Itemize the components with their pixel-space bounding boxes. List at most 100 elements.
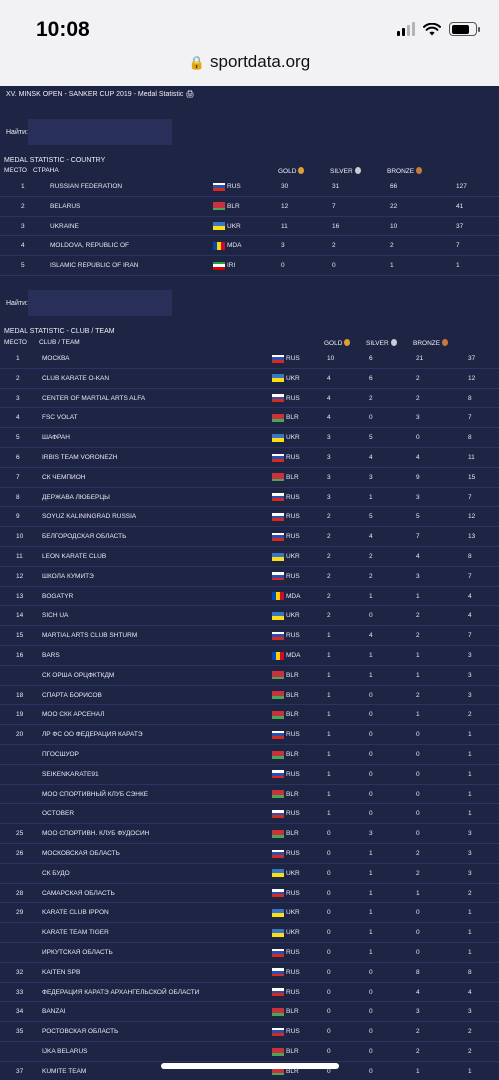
silver-count: 0 [369, 612, 373, 620]
table-row[interactable]: 5 ШАФРАН 3 5 0 8 UKR [0, 428, 499, 448]
table-row[interactable]: 5 ISLAMIC REPUBLIC OF IRAN 0 0 1 1 IRI [0, 256, 499, 276]
table-row[interactable]: 20 ЛР ФС ОО ФЕДЕРАЦИЯ КАРАТЭ 1 0 0 1 RUS [0, 725, 499, 745]
table-row[interactable]: 10 БЕЛГОРОДСКАЯ ОБЛАСТЬ 2 4 7 13 RUS [0, 527, 499, 547]
total-count: 3 [468, 691, 472, 699]
table-row[interactable]: 4 MOLDOVA, REPUBLIC OF 3 2 2 7 MDA [0, 236, 499, 257]
gold-count: 0 [281, 262, 285, 270]
table-row[interactable]: 25 МОО СПОРТИВН. КЛУБ ФУДОСИН 0 3 0 3 BLR [0, 824, 499, 844]
country-search-input[interactable] [28, 119, 172, 145]
blr-flag-icon [272, 1047, 284, 1056]
total-count: 1 [468, 770, 472, 778]
country-code: UKR [286, 869, 300, 877]
bronze-count: 7 [416, 533, 420, 541]
col-silver: SILVER [366, 339, 397, 347]
home-indicator[interactable] [161, 1063, 339, 1069]
table-row[interactable]: 15 MARTIAL ARTS CLUB SHTURM 1 4 2 7 RUS [0, 626, 499, 646]
table-row[interactable]: 4 FSC VOLAT 4 0 3 7 BLR [0, 408, 499, 429]
address-bar[interactable]: 🔒 sportdata.org [0, 52, 499, 72]
table-row[interactable]: KARATE TEAM TIGER 0 1 0 1 UKR [0, 923, 499, 943]
table-row[interactable]: 14 SICH UA 2 0 2 4 UKR [0, 606, 499, 627]
country-code: BLR [286, 414, 299, 422]
col-bronze: BRONZE [387, 167, 423, 175]
gold-count: 3 [281, 242, 285, 250]
table-row[interactable]: 34 BANZAI 0 0 3 3 BLR [0, 1002, 499, 1023]
club-search-input[interactable] [28, 290, 172, 316]
table-row[interactable]: ПГОСШУОР 1 0 0 1 BLR [0, 745, 499, 765]
table-row[interactable]: 33 ФЕДЕРАЦИЯ КАРАТЭ АРХАНГЕЛЬСКОЙ ОБЛАСТИ… [0, 983, 499, 1003]
gold-count: 0 [327, 988, 331, 996]
bronze-count: 22 [390, 202, 398, 210]
silver-count: 6 [369, 374, 373, 382]
table-row[interactable]: 16 BARS 1 1 1 3 MDA [0, 646, 499, 666]
name-cell: CENTER OF MARTIAL ARTS ALFA [42, 394, 146, 402]
name-cell: KAITEN SPB [42, 968, 81, 976]
gold-medal-icon [298, 167, 305, 174]
name-cell: RUSSIAN FEDERATION [50, 183, 123, 190]
bronze-count: 3 [416, 572, 420, 580]
silver-count: 0 [369, 414, 373, 422]
gold-count: 2 [327, 513, 331, 521]
status-icons [397, 22, 480, 36]
table-row[interactable]: 19 МОО СКК АРСЕНАЛ 1 0 1 2 BLR [0, 705, 499, 726]
silver-count: 2 [369, 394, 373, 402]
silver-count: 1 [369, 493, 373, 501]
gold-count: 1 [327, 671, 331, 679]
table-row[interactable]: 8 ДЕРЖАВА ЛЮБЕРЦЫ 3 1 3 7 RUS [0, 488, 499, 508]
table-row[interactable]: 2 BELARUS 12 7 22 41 BLR [0, 197, 499, 217]
ukr-flag-icon [272, 908, 284, 917]
col-bronze: BRONZE [413, 339, 449, 347]
table-row[interactable]: 12 ШКОЛА КУМИТЭ 2 2 3 7 RUS [0, 567, 499, 587]
total-count: 2 [468, 711, 472, 719]
table-row[interactable]: 18 СПАРТА БОРИСОВ 1 0 2 3 BLR [0, 686, 499, 706]
bronze-count: 0 [416, 810, 420, 818]
rank-cell: 13 [16, 592, 24, 600]
table-row[interactable]: 7 СК ЧЕМПИОН 3 3 9 15 BLR [0, 468, 499, 488]
name-cell: IJKA BELARUS [42, 1048, 88, 1055]
mda-flag-icon [272, 592, 284, 601]
table-row[interactable]: SEIKENKARATE91 1 0 0 1 RUS [0, 765, 499, 785]
table-row[interactable]: 1 RUSSIAN FEDERATION 30 31 66 127 RUS [0, 177, 499, 197]
rus-flag-icon [272, 394, 284, 403]
gold-count: 0 [327, 909, 331, 917]
mda-flag-icon [213, 241, 225, 250]
table-row[interactable]: 2 CLUB KARATE O-KAN 4 6 2 12 UKR [0, 369, 499, 389]
name-cell: OCTOBER [42, 810, 75, 818]
table-row[interactable]: 28 САМАРСКАЯ ОБЛАСТЬ 0 1 1 2 RUS [0, 884, 499, 904]
table-row[interactable]: 11 LEON KARATE CLUB 2 2 4 8 UKR [0, 547, 499, 567]
country-code: RUS [286, 1028, 300, 1036]
silver-count: 0 [369, 711, 373, 719]
table-row[interactable]: 1 МОСКВА 10 6 21 37 RUS [0, 349, 499, 369]
gold-count: 2 [327, 533, 331, 541]
table-row[interactable]: 13 BOGATYR 2 1 1 4 MDA [0, 587, 499, 607]
country-code: BLR [286, 790, 299, 798]
gold-count: 3 [327, 493, 331, 501]
gold-count: 0 [327, 850, 331, 857]
total-count: 13 [468, 533, 476, 541]
table-row[interactable]: МОО СПОРТИВНЫЙ КЛУБ СЭНКЕ 1 0 0 1 BLR [0, 785, 499, 805]
name-cell: KUMITE TEAM [42, 1067, 87, 1075]
total-count: 3 [468, 830, 472, 838]
table-row[interactable]: 32 KAITEN SPB 0 0 8 8 RUS [0, 963, 499, 983]
table-row[interactable]: ИРКУТСКАЯ ОБЛАСТЬ 0 1 0 1 RUS [0, 943, 499, 963]
rank-cell: 37 [16, 1067, 24, 1075]
table-row[interactable]: 26 МОСКОВСКАЯ ОБЛАСТЬ 0 1 2 3 RUS [0, 844, 499, 864]
table-row[interactable]: 35 РОСТОВСКАЯ ОБЛАСТЬ 0 0 2 2 RUS [0, 1022, 499, 1042]
table-row[interactable]: СК ОРША ОРЦФКТКДМ 1 1 1 3 BLR [0, 666, 499, 686]
bronze-count: 1 [416, 1067, 420, 1075]
gold-count: 3 [327, 434, 331, 442]
table-row[interactable]: 9 SOYUZ KALININGRAD RUSSIA 2 5 5 12 RUS [0, 507, 499, 528]
table-row[interactable]: OCTOBER 1 0 0 1 RUS [0, 804, 499, 825]
silver-count: 1 [369, 929, 373, 937]
silver-count: 1 [369, 592, 373, 600]
blr-flag-icon [272, 710, 284, 719]
table-row[interactable]: СК БУДО 0 1 2 3 UKR [0, 864, 499, 884]
table-row[interactable]: 3 UKRAINE 11 16 10 37 UKR [0, 217, 499, 237]
gold-count: 2 [327, 572, 331, 580]
country-code: MDA [286, 652, 301, 659]
name-cell: IRBIS TEAM VORONEZH [42, 454, 118, 461]
table-row[interactable]: IJKA BELARUS 0 0 2 2 BLR [0, 1042, 499, 1062]
table-row[interactable]: 29 KARATE CLUB IPPON 0 1 0 1 UKR [0, 903, 499, 924]
table-row[interactable]: 6 IRBIS TEAM VORONEZH 3 4 4 11 RUS [0, 448, 499, 468]
table-row[interactable]: 3 CENTER OF MARTIAL ARTS ALFA 4 2 2 8 RUS [0, 389, 499, 409]
rus-flag-icon [272, 809, 284, 818]
